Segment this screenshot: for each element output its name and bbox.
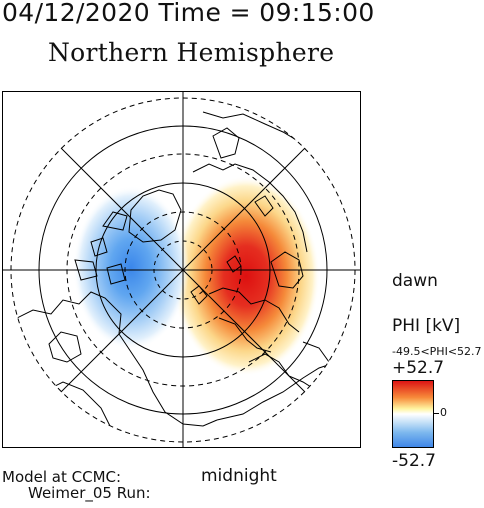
colorbar-min-label: -52.7 [392, 451, 436, 471]
dusk-cell [73, 186, 189, 350]
colorbar-max-label: +52.7 [392, 358, 445, 378]
colorbar-range: -49.5<PHI<52.7 [392, 345, 482, 358]
model-run-label: Weimer_05 Run: [28, 484, 151, 502]
midnight-label: midnight [201, 466, 277, 486]
colorbar [392, 380, 434, 448]
model-at-label: Model at CCMC: [2, 468, 122, 486]
dawn-label: dawn [392, 271, 438, 291]
dawn-cell [172, 176, 320, 376]
colorbar-zero-tick [434, 413, 439, 414]
datetime-header: 04/12/2020 Time = 09:15:00 [2, 0, 375, 27]
meridian-lines [3, 92, 360, 447]
colorbar-title: PHI [kV] [392, 316, 461, 336]
polar-plot [2, 91, 361, 448]
plot-title: Northern Hemisphere [48, 38, 335, 67]
polar-map-svg [3, 92, 360, 447]
colorbar-zero-label: 0 [440, 406, 447, 419]
